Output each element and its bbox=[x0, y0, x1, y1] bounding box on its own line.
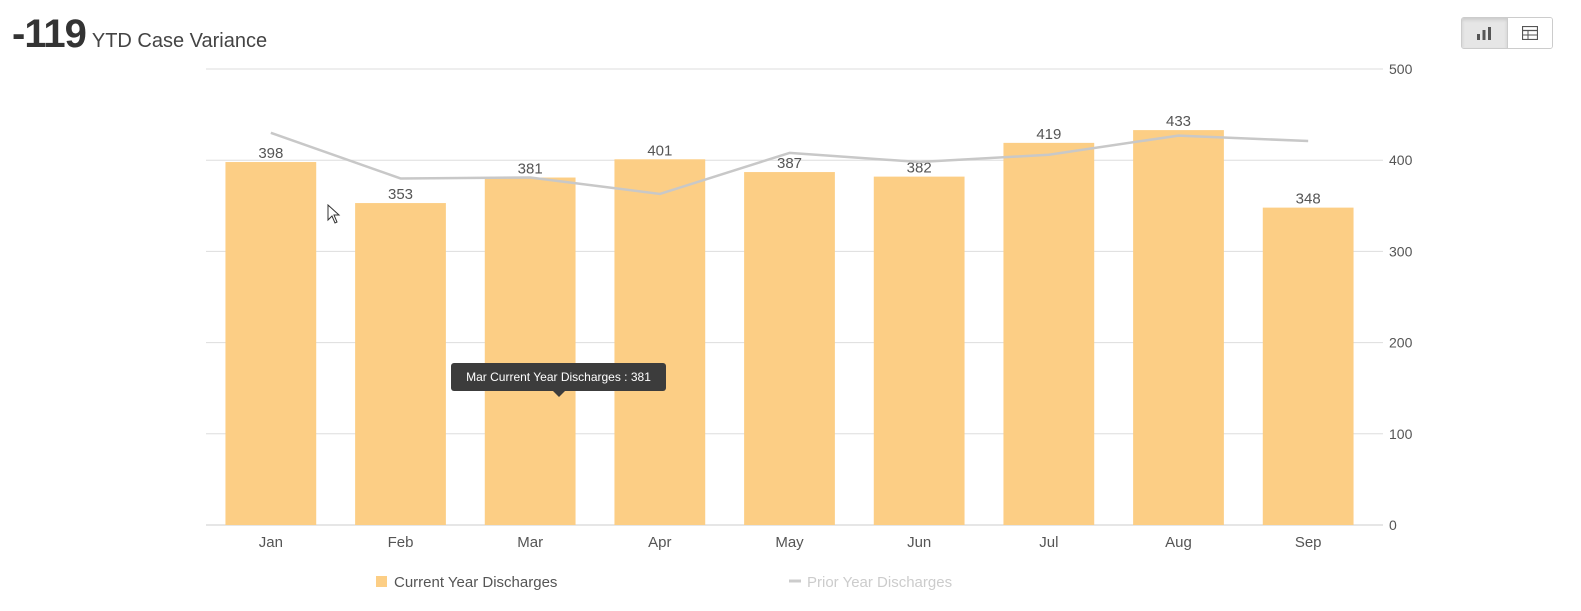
data-labels: 398 353 381 401 387 382 419 433 348 bbox=[258, 113, 1320, 208]
x-tick-label: Feb bbox=[388, 534, 414, 551]
data-label: 382 bbox=[907, 160, 932, 177]
kpi-label: YTD Case Variance bbox=[91, 30, 268, 52]
data-label: 353 bbox=[388, 186, 413, 203]
y-tick-label: 300 bbox=[1389, 243, 1413, 259]
mouse-cursor-icon bbox=[327, 204, 341, 224]
bar bbox=[1133, 130, 1224, 525]
y-tick-label: 100 bbox=[1389, 426, 1413, 442]
view-toggle bbox=[1461, 17, 1553, 49]
bar-series bbox=[225, 130, 1354, 526]
data-label: 419 bbox=[1036, 126, 1061, 143]
chart-view-button[interactable] bbox=[1462, 18, 1508, 48]
x-tick-label: May bbox=[775, 534, 804, 551]
x-tick-label: Aug bbox=[1165, 534, 1192, 551]
legend-swatch-current bbox=[376, 576, 387, 587]
y-axis-ticks: 0 100 200 300 400 500 bbox=[1389, 61, 1413, 533]
legend: Current Year Discharges Prior Year Discha… bbox=[376, 574, 952, 591]
bar bbox=[225, 162, 317, 526]
data-label: 348 bbox=[1296, 191, 1321, 208]
y-tick-label: 500 bbox=[1389, 61, 1413, 77]
x-tick-label: Mar bbox=[517, 534, 543, 551]
x-tick-label: Sep bbox=[1295, 534, 1322, 551]
bar bbox=[1003, 142, 1095, 525]
legend-label-current: Current Year Discharges bbox=[394, 574, 557, 591]
y-tick-label: 400 bbox=[1389, 152, 1413, 168]
line-series bbox=[270, 131, 1309, 196]
table-view-button[interactable] bbox=[1507, 18, 1552, 48]
data-label: 433 bbox=[1166, 113, 1191, 130]
x-tick-label: Jul bbox=[1039, 534, 1058, 551]
data-label: 398 bbox=[258, 145, 283, 162]
bar bbox=[1262, 207, 1354, 525]
legend-label-prior: Prior Year Discharges bbox=[807, 574, 952, 591]
chart-tooltip: Mar Current Year Discharges : 381 bbox=[451, 363, 666, 397]
data-label: 401 bbox=[647, 142, 672, 159]
bar bbox=[614, 159, 706, 525]
bar bbox=[484, 177, 576, 525]
bar bbox=[873, 176, 965, 525]
tooltip-text: Mar Current Year Discharges : 381 bbox=[466, 370, 651, 384]
x-tick-label: Apr bbox=[648, 534, 671, 551]
x-tick-label: Jan bbox=[259, 534, 283, 551]
kpi-value: -119 bbox=[12, 12, 87, 56]
x-axis-ticks: Jan Feb Mar Apr May Jun Jul Aug Sep bbox=[259, 534, 1322, 551]
data-label: 387 bbox=[777, 155, 802, 172]
data-label: 381 bbox=[518, 161, 543, 178]
x-tick-label: Jun bbox=[907, 534, 931, 551]
table-icon bbox=[1521, 26, 1538, 40]
bar bbox=[744, 172, 835, 525]
y-tick-label: 0 bbox=[1389, 517, 1397, 533]
tooltip-caret bbox=[553, 391, 565, 397]
kpi-header: -119 YTD Case Variance bbox=[12, 12, 267, 57]
bar-chart-icon bbox=[1477, 27, 1492, 40]
y-tick-label: 200 bbox=[1389, 335, 1413, 351]
bar bbox=[355, 203, 446, 525]
